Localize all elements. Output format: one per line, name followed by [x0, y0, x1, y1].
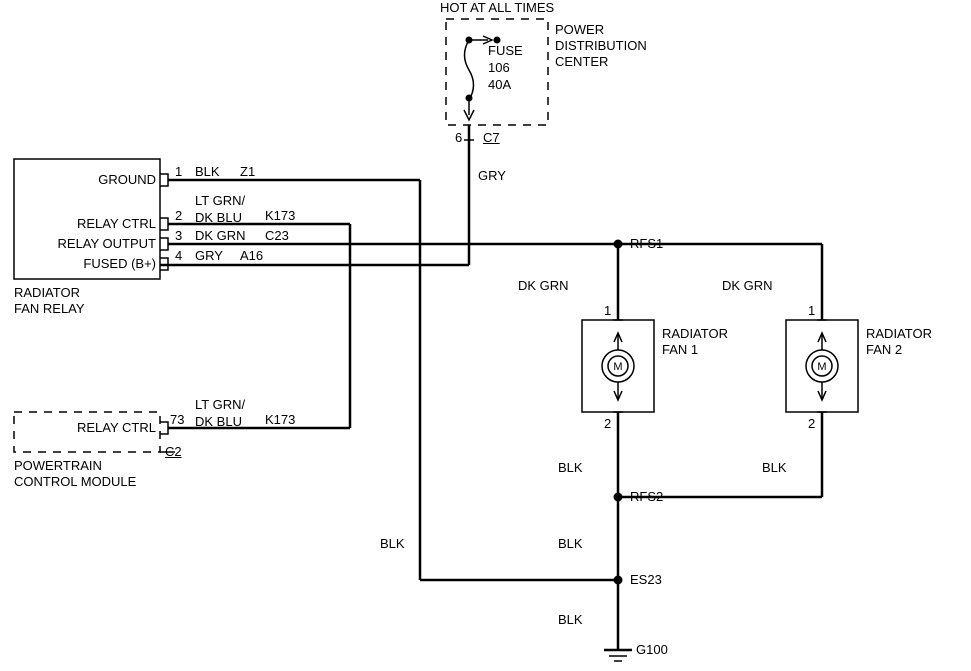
fan2-name-1: FAN 2: [866, 342, 902, 359]
relay-pin4-name: FUSED (B+): [83, 256, 156, 273]
pcm-pin-num: 73: [170, 412, 184, 429]
pdc-conn: C7: [483, 130, 500, 147]
rfs1-label: RFS1: [630, 236, 663, 253]
relay-name-1: FAN RELAY: [14, 301, 85, 318]
relay-pin3-color: DK GRN: [195, 228, 246, 245]
relay-pin1-ckt: Z1: [240, 164, 255, 181]
pdc-name-0: POWER: [555, 22, 604, 39]
rfs2-label: RFS2: [630, 489, 663, 506]
pdc-name-2: CENTER: [555, 54, 608, 71]
svg-text:M: M: [817, 361, 826, 373]
relay-pin2-ckt: K173: [265, 208, 295, 225]
svg-text:M: M: [613, 361, 622, 373]
relay-pin3-name: RELAY OUTPUT: [58, 236, 156, 253]
pdc-wire-out: GRY: [478, 168, 506, 185]
pdc-name-1: DISTRIBUTION: [555, 38, 647, 55]
pdc-fuse-label: FUSE: [488, 43, 523, 60]
pcm-pin-color: LT GRN/ DK BLU: [195, 397, 245, 431]
fan1-pin-bot: 2: [604, 416, 611, 433]
relay-pin1-name: GROUND: [98, 172, 156, 189]
fan1-pin-top: 1: [604, 303, 611, 320]
relay-pin2-color: LT GRN/ DK BLU: [195, 193, 245, 227]
pdc-pin: 6: [455, 130, 462, 147]
pcm-name-1: CONTROL MODULE: [14, 474, 136, 491]
relay-pin1-num: 1: [175, 164, 182, 181]
fan2-wire-bot: BLK: [762, 460, 787, 477]
fan2-pin-bot: 2: [808, 416, 815, 433]
relay-pin2-name: RELAY CTRL: [77, 216, 156, 233]
fan2-wire-top: DK GRN: [722, 278, 773, 295]
fan1-wire-bot: BLK: [558, 460, 583, 477]
relay-name-0: RADIATOR: [14, 285, 80, 302]
pcm-pin-ckt: K173: [265, 412, 295, 429]
relay-pin3-num: 3: [175, 228, 182, 245]
pcm-name-0: POWERTRAIN: [14, 458, 102, 475]
wiring-layer: M M: [0, 0, 971, 671]
relay-pin4-num: 4: [175, 248, 182, 265]
fan1-name-1: FAN 1: [662, 342, 698, 359]
ground-wire-left: BLK: [380, 536, 405, 553]
relay-pin2-num: 2: [175, 208, 182, 225]
relay-pin4-ckt: A16: [240, 248, 263, 265]
ground-wire-mid: BLK: [558, 536, 583, 553]
fan1-wire-top: DK GRN: [518, 278, 569, 295]
pcm-pin-name: RELAY CTRL: [77, 420, 156, 437]
pcm-conn: C2: [165, 444, 182, 461]
pdc-fuse-num: 106: [488, 60, 510, 77]
ground-label: G100: [636, 642, 668, 659]
ground-wire-bot: BLK: [558, 612, 583, 629]
relay-pin1-color: BLK: [195, 164, 220, 181]
relay-pin4-color: GRY: [195, 248, 223, 265]
fan2-name-0: RADIATOR: [866, 326, 932, 343]
pdc-fuse-rating: 40A: [488, 77, 511, 94]
relay-pin3-ckt: C23: [265, 228, 289, 245]
fan2-pin-top: 1: [808, 303, 815, 320]
es23-label: ES23: [630, 572, 662, 589]
pdc-hot-label: HOT AT ALL TIMES: [440, 0, 554, 17]
fan1-name-0: RADIATOR: [662, 326, 728, 343]
